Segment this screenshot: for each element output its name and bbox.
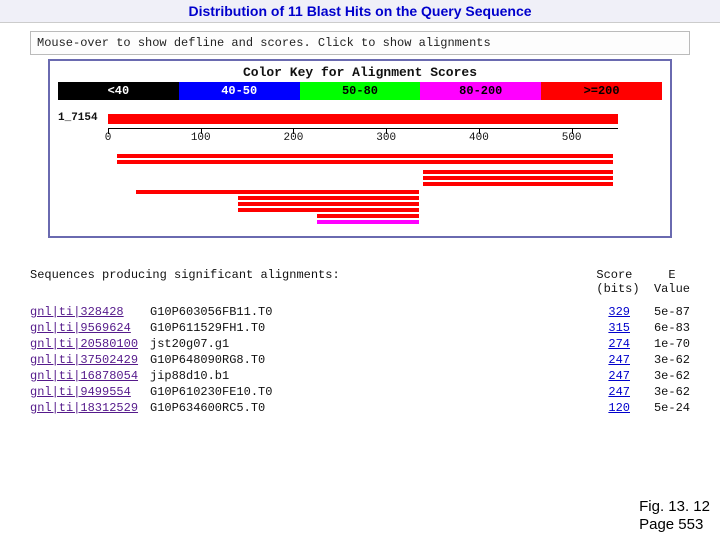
score-link[interactable]: 274 [575,336,630,352]
figure-caption: Fig. 13. 12Page 553 [639,498,710,534]
color-key-bar: <4040-5050-8080-200>=200 [58,82,662,100]
results-section: Sequences producing significant alignmen… [30,268,690,416]
axis-tick-label: 300 [376,132,396,144]
axis-tick-label: 400 [469,132,489,144]
hit-description: G10P610230FE10.T0 [150,384,575,400]
axis-tick-label: 100 [191,132,211,144]
color-key-segment: 40-50 [179,82,300,100]
accession-link[interactable]: gnl|ti|16878054 [30,368,150,384]
evalue: 3e-62 [630,384,690,400]
results-rows: gnl|ti|328428G10P603056FB11.T03295e-87gn… [30,304,690,416]
evalue: 1e-70 [630,336,690,352]
evalue: 3e-62 [630,368,690,384]
results-heading: Sequences producing significant alignmen… [30,268,340,296]
hit-bar[interactable] [423,182,613,186]
hit-description: G10P648090RG8.T0 [150,352,575,368]
hit-bar[interactable] [317,220,419,224]
hit-bar[interactable] [136,190,419,194]
alignment-chart: Color Key for Alignment Scores <4040-505… [48,59,672,238]
evalue: 5e-24 [630,400,690,416]
color-key-segment: >=200 [541,82,662,100]
score-link[interactable]: 329 [575,304,630,320]
result-row: gnl|ti|16878054jip88d10.b12473e-62 [30,368,690,384]
evalue: 5e-87 [630,304,690,320]
hit-bar[interactable] [423,170,613,174]
hit-bar[interactable] [117,154,613,158]
accession-link[interactable]: gnl|ti|9569624 [30,320,150,336]
color-key-title: Color Key for Alignment Scores [58,65,662,80]
result-row: gnl|ti|9499554G10P610230FE10.T02473e-62 [30,384,690,400]
score-link[interactable]: 120 [575,400,630,416]
query-bar[interactable] [108,114,618,124]
accession-link[interactable]: gnl|ti|37502429 [30,352,150,368]
score-link[interactable]: 247 [575,368,630,384]
result-row: gnl|ti|18312529G10P634600RC5.T01205e-24 [30,400,690,416]
hit-description: G10P603056FB11.T0 [150,304,575,320]
result-row: gnl|ti|328428G10P603056FB11.T03295e-87 [30,304,690,320]
accession-link[interactable]: gnl|ti|9499554 [30,384,150,400]
hit-bar[interactable] [238,208,419,212]
hit-bar[interactable] [238,196,419,200]
result-row: gnl|ti|37502429G10P648090RG8.T02473e-62 [30,352,690,368]
axis-tick-label: 200 [284,132,304,144]
evalue: 6e-83 [630,320,690,336]
hit-bar[interactable] [117,160,613,164]
color-key-segment: 80-200 [420,82,541,100]
color-key-segment: 50-80 [300,82,421,100]
axis-tick-label: 0 [105,132,112,144]
result-row: gnl|ti|20580100jst20g07.g12741e-70 [30,336,690,352]
hit-description: jip88d10.b1 [150,368,575,384]
accession-link[interactable]: gnl|ti|328428 [30,304,150,320]
score-link[interactable]: 315 [575,320,630,336]
result-row: gnl|ti|9569624G10P611529FH1.T03156e-83 [30,320,690,336]
hit-bar[interactable] [238,202,419,206]
hit-description: G10P611529FH1.T0 [150,320,575,336]
accession-link[interactable]: gnl|ti|20580100 [30,336,150,352]
evalue: 3e-62 [630,352,690,368]
accession-link[interactable]: gnl|ti|18312529 [30,400,150,416]
score-header: Score E(bits) Value [596,268,690,296]
alignment-graph[interactable]: 1_7154 0 100 200 300 400 500 [58,108,662,228]
hit-bar[interactable] [317,214,419,218]
score-link[interactable]: 247 [575,384,630,400]
axis-tick-label: 500 [562,132,582,144]
hit-description: G10P634600RC5.T0 [150,400,575,416]
score-link[interactable]: 247 [575,352,630,368]
hit-description: jst20g07.g1 [150,336,575,352]
color-key-segment: <40 [58,82,179,100]
instruction-box: Mouse-over to show defline and scores. C… [30,31,690,55]
x-axis [108,128,618,129]
query-label: 1_7154 [58,112,98,124]
page-title: Distribution of 11 Blast Hits on the Que… [0,0,720,23]
hit-bar[interactable] [423,176,613,180]
